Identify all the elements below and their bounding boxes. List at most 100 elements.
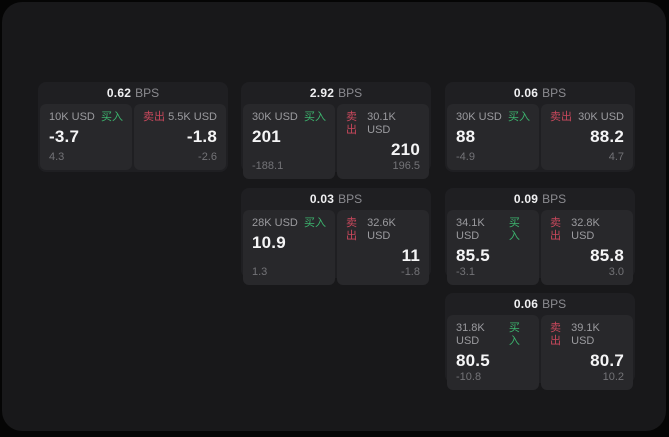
buy-quote-tile[interactable]: 28K USD 买入 10.9 1.3	[243, 210, 335, 285]
quote-card: 0.06 BPS 30K USD 买入 88 -4.9 卖出 30K USD 8…	[445, 82, 635, 172]
card-header: 0.03 BPS	[241, 188, 431, 210]
bps-value: 0.06	[513, 86, 539, 100]
bps-unit-label: BPS	[338, 86, 363, 100]
buy-panel-header: 10K USD 买入	[49, 111, 123, 124]
sell-panel-header: 卖出 30K USD	[550, 111, 624, 124]
buy-side-label: 买入	[508, 111, 530, 123]
sell-panel-header: 卖出 39.1K USD	[550, 322, 624, 348]
buy-quote-tile[interactable]: 10K USD 买入 -3.7 4.3	[40, 104, 132, 170]
sell-sub-value: 196.5	[392, 160, 420, 172]
buy-panel-header: 34.1K USD 买入	[456, 217, 530, 243]
sell-quote-tile[interactable]: 卖出 39.1K USD 80.7 10.2	[541, 315, 633, 390]
sell-sub-value: -1.8	[401, 266, 420, 278]
buy-price: 10.9	[252, 233, 286, 252]
bps-value: 2.92	[309, 86, 335, 100]
sell-price: 11	[401, 246, 420, 265]
card-header: 0.06 BPS	[445, 293, 635, 315]
buy-quote-tile[interactable]: 34.1K USD 买入 85.5 -3.1	[447, 210, 539, 285]
sell-price: -1.8	[186, 127, 217, 146]
buy-amount: 34.1K USD	[456, 217, 485, 242]
bps-value: 0.03	[309, 192, 335, 206]
bps-unit-label: BPS	[542, 86, 567, 100]
card-header: 0.06 BPS	[445, 82, 635, 104]
bps-unit-label: BPS	[135, 86, 160, 100]
sell-side-label: 卖出	[143, 111, 165, 123]
bps-value: 0.06	[513, 297, 539, 311]
sell-price: 80.7	[590, 351, 624, 370]
buy-sub-value: 4.3	[49, 151, 65, 163]
buy-price: 85.5	[456, 246, 490, 265]
sell-price: 88.2	[590, 127, 624, 146]
quote-panels: 10K USD 买入 -3.7 4.3 卖出 5.5K USD -1.8 -2.…	[38, 104, 228, 172]
buy-price: 88	[456, 127, 476, 146]
buy-quote-tile[interactable]: 31.8K USD 买入 80.5 -10.8	[447, 315, 539, 390]
sell-side-label: 卖出	[550, 111, 572, 123]
sell-side-label: 卖出	[346, 111, 357, 136]
bps-value: 0.09	[513, 192, 539, 206]
buy-panel-header: 31.8K USD 买入	[456, 322, 530, 348]
bps-value: 0.62	[106, 86, 132, 100]
sell-quote-tile[interactable]: 卖出 32.8K USD 85.8 3.0	[541, 210, 633, 285]
sell-quote-tile[interactable]: 卖出 32.6K USD 11 -1.8	[337, 210, 429, 285]
bps-unit-label: BPS	[542, 297, 567, 311]
buy-amount: 31.8K USD	[456, 322, 485, 347]
sell-quote-tile[interactable]: 卖出 5.5K USD -1.8 -2.6	[134, 104, 226, 170]
buy-amount: 28K USD	[252, 217, 298, 229]
quote-panels: 28K USD 买入 10.9 1.3 卖出 32.6K USD 11 -1.8	[241, 210, 431, 287]
quote-panels: 31.8K USD 买入 80.5 -10.8 卖出 39.1K USD 80.…	[445, 315, 635, 392]
sell-side-label: 卖出	[346, 217, 357, 242]
sell-side-label: 卖出	[550, 322, 561, 347]
quote-card: 0.09 BPS 34.1K USD 买入 85.5 -3.1 卖出 32.8K…	[445, 188, 635, 285]
sell-quote-tile[interactable]: 卖出 30.1K USD 210 196.5	[337, 104, 429, 179]
sell-amount: 32.6K USD	[367, 217, 396, 242]
sell-panel-header: 卖出 32.8K USD	[550, 217, 624, 243]
buy-price: -3.7	[49, 127, 80, 146]
bps-unit-label: BPS	[338, 192, 363, 206]
buy-price: 201	[252, 127, 281, 146]
sell-amount: 5.5K USD	[168, 111, 217, 123]
buy-side-label: 买入	[304, 111, 326, 123]
buy-amount: 10K USD	[49, 111, 95, 123]
buy-sub-value: -4.9	[456, 151, 475, 163]
sell-amount: 32.8K USD	[571, 217, 600, 242]
sell-sub-value: -2.6	[198, 151, 217, 163]
buy-side-label: 买入	[101, 111, 123, 123]
buy-sub-value: -10.8	[456, 371, 482, 383]
buy-panel-header: 30K USD 买入	[456, 111, 530, 124]
card-header: 0.62 BPS	[38, 82, 228, 104]
buy-quote-tile[interactable]: 30K USD 买入 201 -188.1	[243, 104, 335, 179]
sell-amount: 30.1K USD	[367, 111, 396, 136]
quote-panels: 34.1K USD 买入 85.5 -3.1 卖出 32.8K USD 85.8…	[445, 210, 635, 287]
quote-card: 2.92 BPS 30K USD 买入 201 -188.1 卖出 30.1K …	[241, 82, 431, 179]
buy-price: 80.5	[456, 351, 490, 370]
sell-quote-tile[interactable]: 卖出 30K USD 88.2 4.7	[541, 104, 633, 170]
buy-panel-header: 30K USD 买入	[252, 111, 326, 124]
quote-card: 0.06 BPS 31.8K USD 买入 80.5 -10.8 卖出 39.1…	[445, 293, 635, 390]
sell-panel-header: 卖出 32.6K USD	[346, 217, 420, 243]
sell-sub-value: 4.7	[608, 151, 624, 163]
quote-card: 0.03 BPS 28K USD 买入 10.9 1.3 卖出 32.6K US…	[241, 188, 431, 285]
sell-amount: 30K USD	[578, 111, 624, 123]
buy-amount: 30K USD	[252, 111, 298, 123]
buy-quote-tile[interactable]: 30K USD 买入 88 -4.9	[447, 104, 539, 170]
sell-sub-value: 10.2	[602, 371, 624, 383]
buy-sub-value: -188.1	[252, 160, 284, 172]
card-header: 2.92 BPS	[241, 82, 431, 104]
buy-side-label: 买入	[508, 217, 520, 242]
quote-panels: 30K USD 买入 201 -188.1 卖出 30.1K USD 210 1…	[241, 104, 431, 181]
buy-side-label: 买入	[304, 217, 326, 229]
buy-sub-value: -3.1	[456, 266, 475, 278]
buy-amount: 30K USD	[456, 111, 502, 123]
app-window: 0.62 BPS 10K USD 买入 -3.7 4.3 卖出 5.5K USD…	[2, 2, 666, 431]
sell-price: 85.8	[590, 246, 624, 265]
sell-panel-header: 卖出 5.5K USD	[143, 111, 217, 124]
sell-amount: 39.1K USD	[571, 322, 600, 347]
quote-card: 0.62 BPS 10K USD 买入 -3.7 4.3 卖出 5.5K USD…	[38, 82, 228, 172]
buy-panel-header: 28K USD 买入	[252, 217, 326, 230]
bps-unit-label: BPS	[542, 192, 567, 206]
quote-panels: 30K USD 买入 88 -4.9 卖出 30K USD 88.2 4.7	[445, 104, 635, 172]
buy-sub-value: 1.3	[252, 266, 268, 278]
sell-price: 210	[391, 140, 420, 159]
sell-side-label: 卖出	[550, 217, 561, 242]
sell-sub-value: 3.0	[608, 266, 624, 278]
